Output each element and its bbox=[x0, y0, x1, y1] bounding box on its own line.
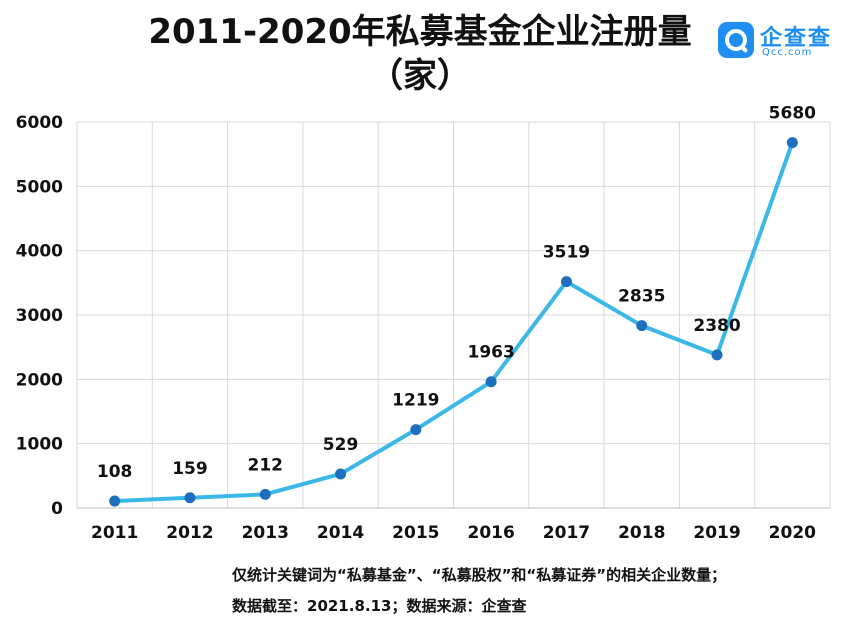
chart-title-unit: （家） bbox=[369, 56, 471, 96]
x-tick-label: 2017 bbox=[543, 523, 590, 543]
data-label: 1219 bbox=[392, 391, 439, 411]
footnote-scope: 仅统计关键词为“私募基金”、“私募股权”和“私募证券”的相关企业数量； bbox=[232, 566, 727, 584]
y-tick-label: 0 bbox=[51, 499, 63, 519]
qcc-logo: 企查查 Qcc.com bbox=[718, 18, 838, 62]
y-tick-label: 6000 bbox=[16, 113, 63, 133]
data-label: 212 bbox=[248, 455, 284, 475]
y-tick-label: 1000 bbox=[16, 435, 63, 455]
logo-domain: Qcc.com bbox=[762, 47, 813, 58]
y-tick-label: 2000 bbox=[16, 370, 63, 390]
x-tick-label: 2011 bbox=[91, 523, 138, 543]
data-label: 159 bbox=[172, 459, 208, 479]
data-point bbox=[410, 424, 422, 436]
data-label: 3519 bbox=[543, 243, 590, 263]
data-point bbox=[109, 495, 121, 507]
data-label: 108 bbox=[97, 462, 133, 482]
x-tick-label: 2018 bbox=[618, 523, 665, 543]
y-tick-label: 3000 bbox=[16, 306, 63, 326]
data-label: 529 bbox=[323, 435, 359, 455]
series-line bbox=[112, 140, 795, 504]
data-point bbox=[786, 137, 798, 149]
x-tick-label: 2014 bbox=[317, 523, 364, 543]
data-point bbox=[636, 320, 648, 332]
chart-title: 2011-2020年私募基金企业注册量 （家） bbox=[130, 10, 710, 98]
y-tick-label: 5000 bbox=[16, 177, 63, 197]
data-point bbox=[184, 492, 196, 504]
data-point bbox=[485, 376, 497, 388]
chart-title-main: 2011-2020年私募基金企业注册量 bbox=[148, 12, 692, 52]
x-tick-label: 2015 bbox=[392, 523, 439, 543]
data-label: 2835 bbox=[618, 287, 665, 307]
x-tick-label: 2019 bbox=[693, 523, 740, 543]
data-point bbox=[259, 488, 271, 500]
y-tick-label: 4000 bbox=[16, 242, 63, 262]
footnote-source: 数据截至：2021.8.13；数据来源：企查查 bbox=[232, 597, 527, 615]
data-label: 1963 bbox=[467, 343, 514, 363]
x-tick-label: 2013 bbox=[242, 523, 289, 543]
data-label: 5680 bbox=[769, 104, 816, 124]
data-point bbox=[560, 276, 572, 288]
data-point bbox=[335, 468, 347, 480]
x-tick-label: 2020 bbox=[769, 523, 816, 543]
data-label: 2380 bbox=[693, 316, 740, 336]
data-point bbox=[711, 349, 723, 361]
magnifier-logo-icon bbox=[718, 22, 754, 58]
logo-name: 企查查 bbox=[760, 26, 833, 51]
x-tick-label: 2012 bbox=[166, 523, 213, 543]
x-tick-label: 2016 bbox=[467, 523, 514, 543]
